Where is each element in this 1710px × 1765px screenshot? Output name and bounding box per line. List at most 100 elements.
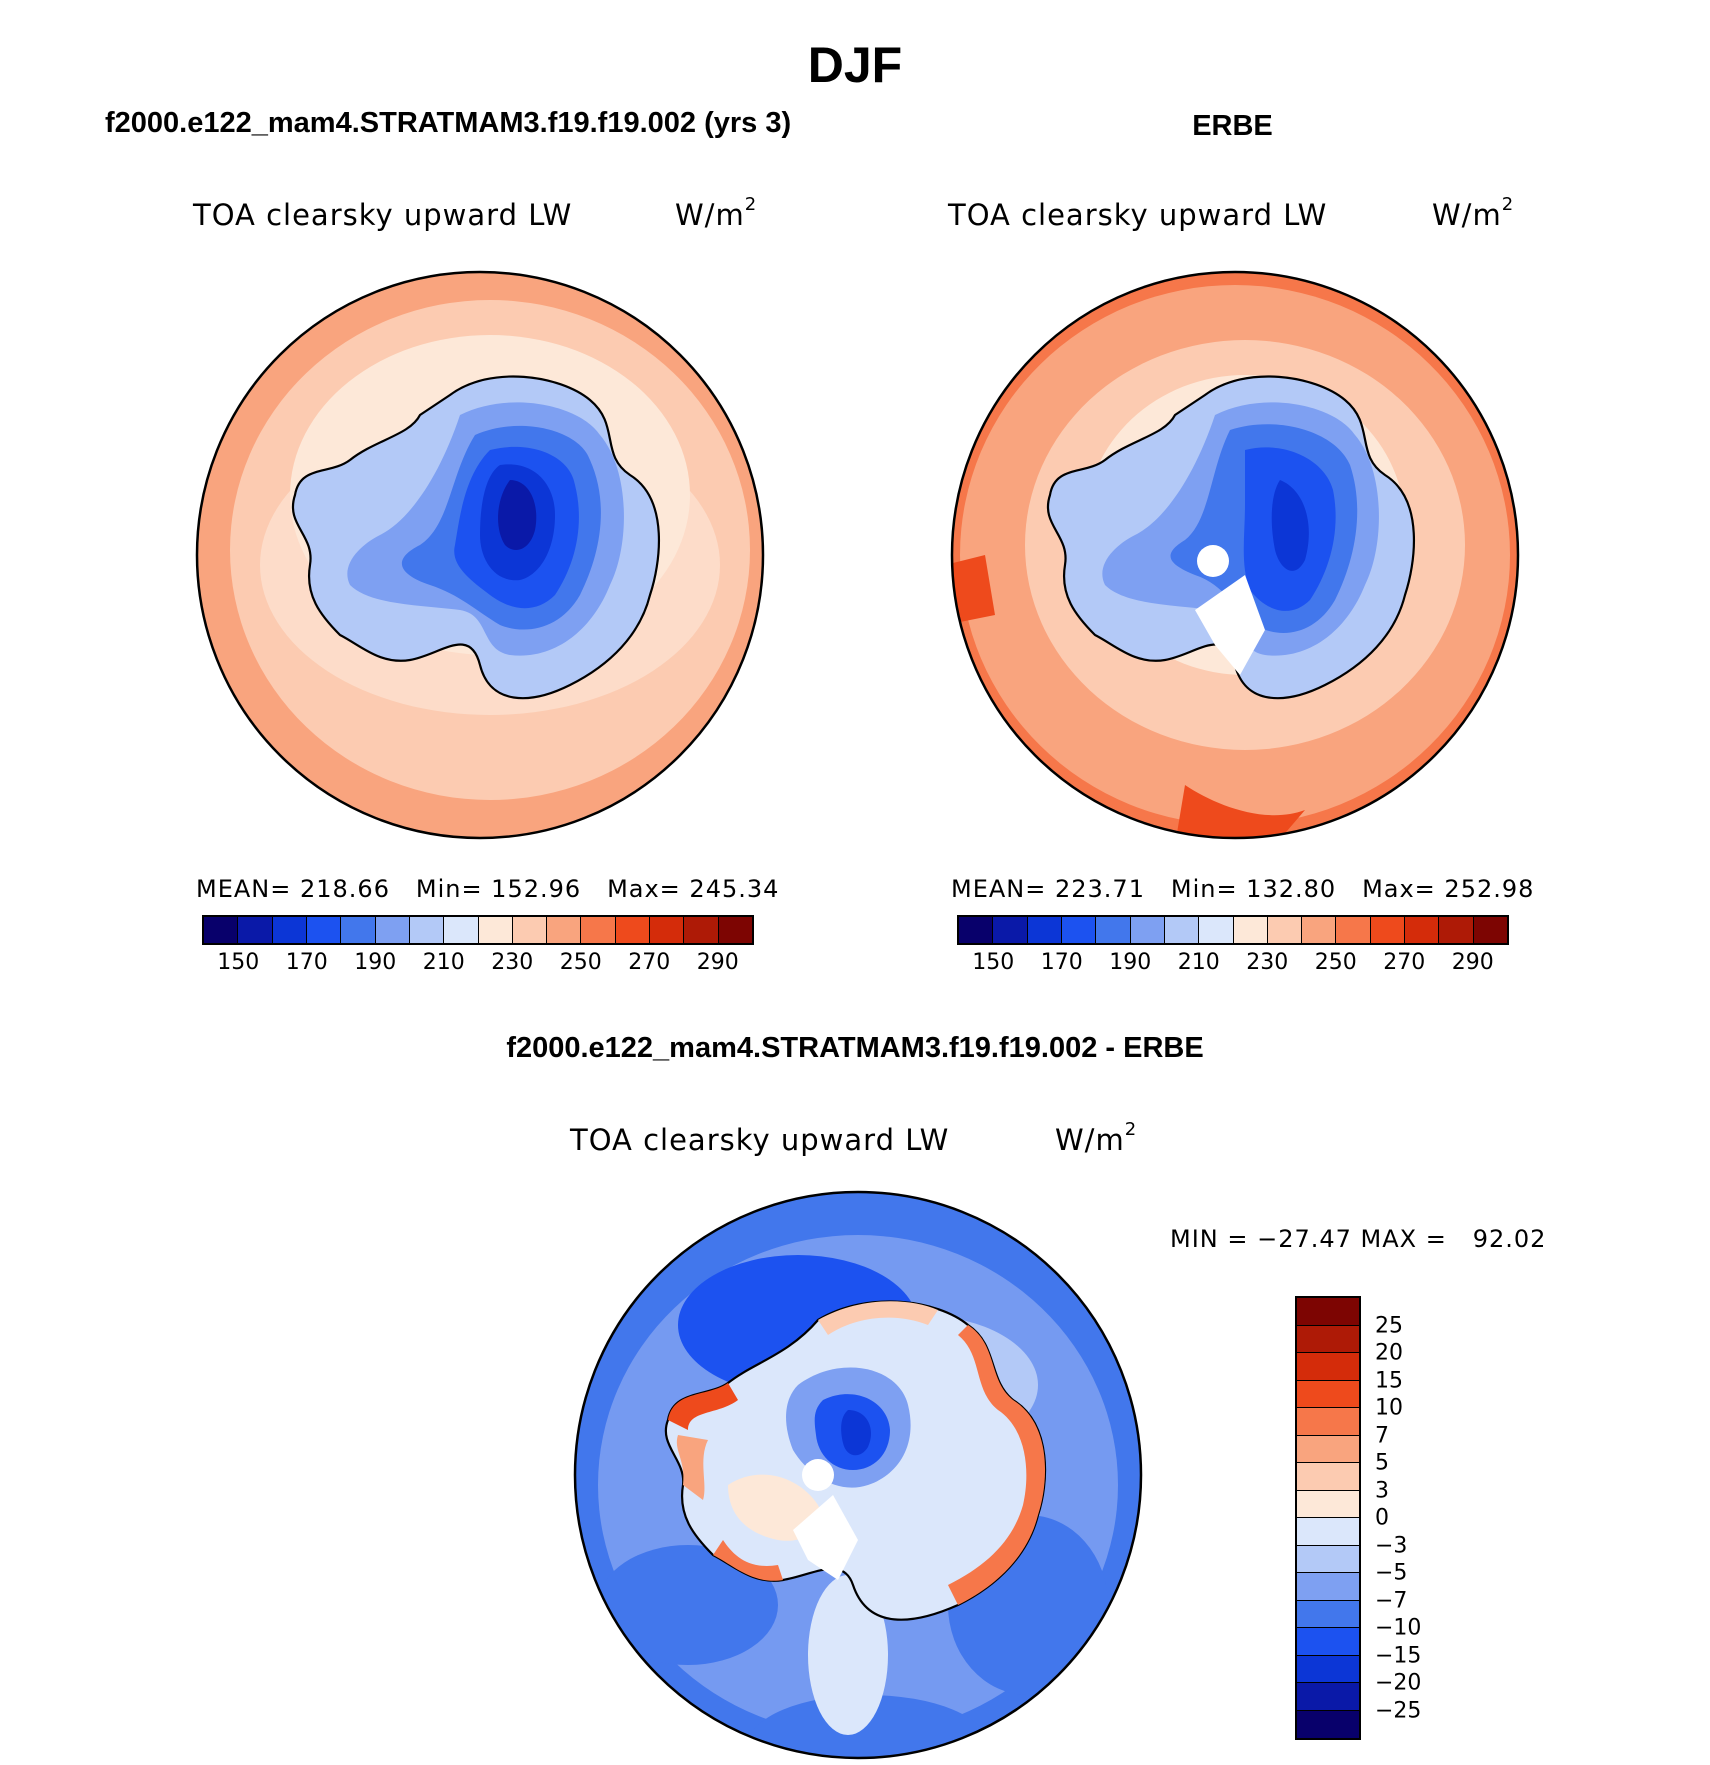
colorbar-swatch — [1199, 917, 1234, 943]
colorbar-level-label: 10 — [1375, 1395, 1403, 1421]
colorbar-swatch — [512, 917, 548, 943]
colorbar-swatch — [1297, 1628, 1359, 1656]
colorbar-swatch — [1439, 917, 1474, 943]
colorbar-level-label: 7 — [1375, 1423, 1389, 1448]
colorbar-swatch — [1267, 917, 1303, 943]
colorbar-swatch — [341, 917, 376, 943]
colorbar-swatch — [1297, 1545, 1359, 1573]
colorbar-swatch — [1096, 917, 1131, 943]
panel-diff-map — [573, 1190, 1143, 1760]
colorbar-tick-label: 150 — [972, 950, 1015, 975]
panel-obs-mean: MEAN= 223.71 — [951, 875, 1145, 903]
panel-model-max: Max= 245.34 — [607, 875, 780, 903]
colorbar-swatch — [238, 917, 273, 943]
colorbar-tick-label: 170 — [285, 950, 328, 975]
colorbar-tick-label: 170 — [1040, 950, 1083, 975]
colorbar-swatch — [684, 917, 719, 943]
colorbar-swatch — [1297, 1353, 1359, 1381]
panel-diff-units: W/m2 — [1055, 1119, 1138, 1157]
colorbar-swatch — [1061, 917, 1097, 943]
colorbar-level-label: −20 — [1375, 1670, 1422, 1696]
colorbar-level-label: −10 — [1375, 1615, 1422, 1641]
panel-obs-max: Max= 252.98 — [1362, 875, 1535, 903]
colorbar-swatch — [1302, 917, 1337, 943]
panel-diff-minmax: MIN = −27.47 MAX = 92.02 — [1170, 1225, 1547, 1253]
colorbar-level-label: 3 — [1375, 1478, 1389, 1503]
colorbar-swatch — [1297, 1655, 1359, 1683]
colorbar-tick-label: 250 — [1314, 950, 1357, 975]
panel-obs-units: W/m2 — [1432, 194, 1515, 232]
panel-model-min: Min= 152.96 — [415, 875, 582, 903]
colorbar-swatch — [1297, 1380, 1359, 1408]
colorbar-swatch — [1164, 917, 1200, 943]
colorbar-swatch — [547, 917, 582, 943]
colorbar-swatch — [1297, 1710, 1359, 1738]
colorbar-level-label: −15 — [1375, 1643, 1422, 1668]
colorbar-swatch — [1336, 917, 1371, 943]
colorbar-tick-label: 290 — [696, 950, 739, 975]
colorbar-level-label: −3 — [1375, 1533, 1408, 1558]
colorbar-swatch — [1027, 917, 1062, 943]
panel-obs-header: ERBE — [1192, 110, 1273, 142]
colorbar-swatch — [444, 917, 479, 943]
colorbar-swatch — [959, 917, 994, 943]
colorbar-swatch — [1297, 1435, 1359, 1463]
colorbar-swatch — [272, 917, 307, 943]
colorbar-tick-label: 270 — [628, 950, 671, 975]
colorbar-swatch — [1297, 1600, 1359, 1628]
panel-diff-variable: TOA clearsky upward LW — [570, 1123, 950, 1157]
colorbar-swatch — [1297, 1408, 1359, 1436]
colorbar-swatch — [1297, 1518, 1359, 1546]
panel-model-map — [195, 270, 765, 840]
colorbar-level-label: −25 — [1375, 1698, 1422, 1723]
colorbar-tick-label: 190 — [354, 950, 397, 975]
colorbar-level-label: 20 — [1375, 1340, 1403, 1366]
colorbar-swatch — [1405, 917, 1440, 943]
colorbar-tick-label: 210 — [422, 950, 465, 975]
colorbar-swatch — [1297, 1463, 1359, 1491]
colorbar-swatch — [1370, 917, 1406, 943]
colorbar-swatch — [204, 917, 239, 943]
colorbar-tick-label: 290 — [1451, 950, 1494, 975]
panel-model-colorbar — [202, 915, 754, 945]
colorbar-swatch — [1130, 917, 1165, 943]
colorbar-tick-label: 250 — [559, 950, 602, 975]
colorbar-tick-label: 230 — [1246, 950, 1289, 975]
colorbar-swatch — [1297, 1573, 1359, 1601]
colorbar-swatch — [1233, 917, 1268, 943]
colorbar-swatch — [615, 917, 651, 943]
colorbar-swatch — [650, 917, 685, 943]
colorbar-swatch — [993, 917, 1028, 943]
colorbar-swatch — [1297, 1490, 1359, 1518]
colorbar-tick-label: 270 — [1383, 950, 1426, 975]
colorbar-swatch — [1473, 917, 1507, 943]
panel-diff-header: f2000.e122_mam4.STRATMAM3.f19.f19.002 - … — [506, 1032, 1204, 1064]
colorbar-tick-label: 230 — [491, 950, 534, 975]
panel-obs-min: Min= 132.80 — [1170, 875, 1337, 903]
panel-diff-colorbar — [1295, 1296, 1361, 1740]
colorbar-swatch — [306, 917, 342, 943]
colorbar-level-label: −7 — [1375, 1588, 1408, 1613]
panel-obs-map — [950, 270, 1520, 840]
colorbar-level-label: 15 — [1375, 1368, 1403, 1393]
colorbar-swatch — [581, 917, 616, 943]
panel-obs-colorbar — [957, 915, 1509, 945]
panel-obs-variable: TOA clearsky upward LW — [948, 198, 1328, 232]
colorbar-level-label: 25 — [1375, 1313, 1403, 1338]
panel-obs-stats: MEAN= 223.71 Min= 132.80 Max= 252.98 — [951, 875, 1534, 903]
colorbar-level-label: 0 — [1375, 1505, 1389, 1531]
figure-title: DJF — [807, 37, 903, 93]
panel-model-variable: TOA clearsky upward LW — [193, 198, 573, 232]
colorbar-level-label: 5 — [1375, 1450, 1389, 1476]
panel-model-mean: MEAN= 218.66 — [196, 875, 390, 903]
colorbar-swatch — [409, 917, 445, 943]
panel-model-stats: MEAN= 218.66 Min= 152.96 Max= 245.34 — [196, 875, 779, 903]
colorbar-swatch — [1297, 1298, 1359, 1326]
colorbar-swatch — [375, 917, 410, 943]
colorbar-swatch — [478, 917, 513, 943]
colorbar-level-label: −5 — [1375, 1560, 1408, 1586]
colorbar-tick-label: 150 — [217, 950, 260, 975]
panel-model-header: f2000.e122_mam4.STRATMAM3.f19.f19.002 (y… — [105, 107, 792, 139]
colorbar-swatch — [1297, 1683, 1359, 1711]
panel-model-units: W/m2 — [675, 194, 758, 232]
